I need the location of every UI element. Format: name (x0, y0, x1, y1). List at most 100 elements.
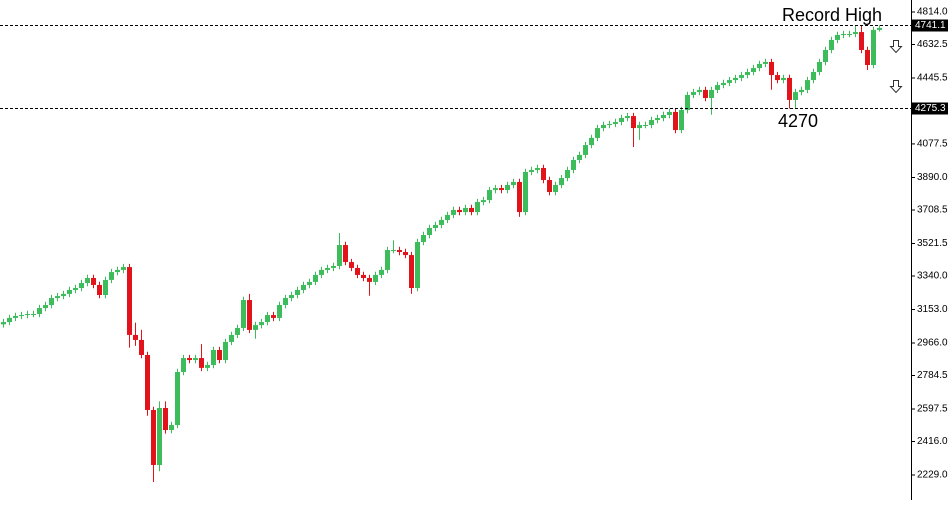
candle-body (31, 313, 36, 315)
candle-body (655, 118, 660, 121)
candle-body (805, 80, 810, 90)
candle-body (751, 68, 756, 73)
candle-body (271, 315, 276, 318)
candle-body (397, 250, 402, 253)
candle-body (379, 269, 384, 275)
candle-body (577, 154, 582, 160)
candle-body (619, 118, 624, 122)
candle-body (289, 294, 294, 299)
y-tick-label: 3890.0 (917, 172, 948, 183)
candle-body (367, 277, 372, 282)
candle-body (385, 250, 390, 270)
candle-body (493, 188, 498, 191)
candle-body (91, 277, 96, 285)
candle-body (313, 274, 318, 282)
candle-body (781, 77, 786, 81)
candle-body (847, 34, 852, 36)
candle-body (685, 94, 690, 110)
candle-body (571, 159, 576, 170)
candle-body (835, 34, 840, 40)
annotation: 4270 (778, 111, 818, 131)
candle-body (841, 34, 846, 36)
candle-body (427, 228, 432, 235)
y-tick-label: 2416.0 (917, 436, 948, 447)
candle-body (151, 409, 156, 465)
candle-body (799, 89, 804, 93)
candle-body (331, 265, 336, 268)
candle-body (703, 89, 708, 98)
candle-body (187, 358, 192, 361)
candle-body (217, 349, 222, 361)
candle-body (523, 171, 528, 213)
candle-body (625, 116, 630, 119)
candle-body (121, 267, 126, 270)
y-tick-label: 4077.5 (917, 139, 948, 150)
candle-body (853, 32, 858, 35)
candle-body (433, 224, 438, 229)
candle-body (721, 82, 726, 86)
annotation: Record High (782, 5, 882, 25)
candle-body (451, 209, 456, 215)
candle-body (391, 250, 396, 252)
candle-body (589, 137, 594, 146)
down-arrow (889, 40, 903, 54)
candle-body (649, 120, 654, 126)
y-tick-label: 3340.0 (917, 271, 948, 282)
candle-body (229, 334, 234, 342)
candle-body (595, 128, 600, 138)
candle-body (739, 75, 744, 78)
candle-body (697, 89, 702, 93)
candle-body (19, 315, 24, 317)
candle-body (355, 267, 360, 275)
candle-body (613, 121, 618, 124)
y-tick-label: 4445.5 (917, 73, 948, 84)
candle-body (859, 32, 864, 50)
candle-body (319, 269, 324, 275)
candle-body (607, 123, 612, 126)
candle-body (811, 72, 816, 81)
candle-body (403, 252, 408, 256)
candle-body (1, 322, 6, 325)
candle-body (43, 305, 48, 309)
candle-body (349, 262, 354, 268)
candle-body (559, 178, 564, 186)
candle-body (145, 355, 150, 410)
candle-body (235, 327, 240, 335)
candle-body (133, 334, 138, 340)
level-label: 4275.3 (915, 103, 946, 114)
candle-body (211, 349, 216, 366)
candle-body (763, 61, 768, 64)
y-tick-label: 3521.5 (917, 238, 948, 249)
candle-body (7, 317, 12, 323)
candle-body (583, 145, 588, 155)
candle-body (247, 300, 252, 330)
candle-body (445, 214, 450, 220)
candle-body (631, 116, 636, 129)
candle-body (13, 315, 18, 318)
candle-body (259, 322, 264, 326)
candle-body (61, 293, 66, 297)
candle-body (877, 27, 882, 30)
candle-body (727, 80, 732, 83)
candle-body (793, 92, 798, 100)
y-tick-label: 2229.0 (917, 470, 948, 481)
candle-body (307, 281, 312, 285)
candle-body (679, 109, 684, 131)
candle-body (373, 274, 378, 282)
candle-body (265, 315, 270, 323)
candle-body (541, 168, 546, 181)
candle-body (733, 77, 738, 81)
candle-body (199, 358, 204, 368)
candle-body (415, 241, 420, 289)
candle-body (817, 61, 822, 73)
candle-body (661, 114, 666, 119)
candle-body (787, 77, 792, 100)
candle-body (457, 209, 462, 213)
candle-body (67, 289, 72, 294)
candle-body (253, 325, 258, 330)
candle-body (505, 185, 510, 191)
candle-body (223, 341, 228, 361)
y-tick-label: 2784.5 (917, 370, 948, 381)
candle-body (205, 365, 210, 368)
candle-body (823, 49, 828, 62)
